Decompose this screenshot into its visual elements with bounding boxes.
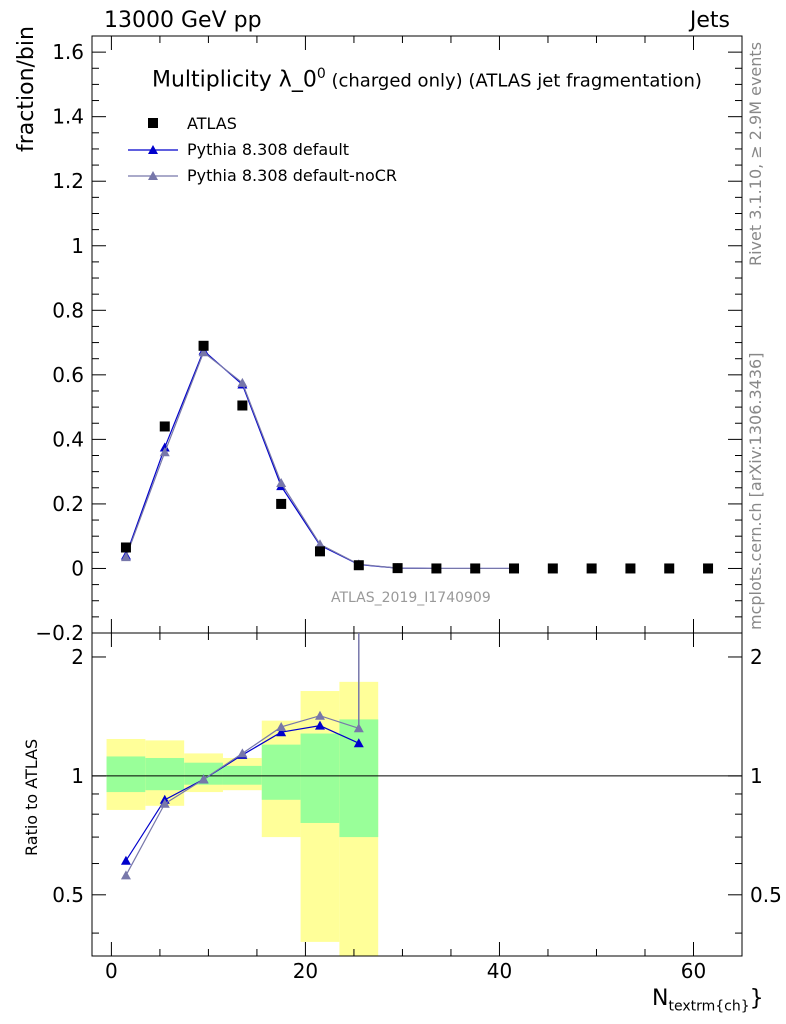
series-point xyxy=(159,442,170,452)
main-panel: −0.2 0 0.2 0.4 0.6 0.8 1 1.2 1.4 1.6 xyxy=(35,35,743,645)
series-point xyxy=(159,447,170,457)
data-point xyxy=(586,563,597,574)
data-point xyxy=(470,563,481,574)
mcplots-side-text: mcplots.cern.ch [arXiv:1306.3436] xyxy=(746,352,765,630)
x-axis-label-sub: textrm{ch} xyxy=(668,998,750,1015)
data-point xyxy=(664,563,675,574)
data-point xyxy=(625,563,636,574)
series-point xyxy=(314,539,325,549)
x-axis-label-tail: } xyxy=(749,986,764,1011)
analysis-watermark: ATLAS_2019_I1740909 xyxy=(331,590,491,606)
ratio-band-green xyxy=(222,765,262,785)
data-point xyxy=(159,421,170,432)
legend-marker-atlas xyxy=(148,118,158,128)
ratio-band-green xyxy=(184,762,223,785)
y-tick-label-ratio-right: 1 xyxy=(750,764,763,788)
series-point xyxy=(237,377,248,387)
data-point xyxy=(276,498,287,509)
x-tick-label: 60 xyxy=(681,959,706,983)
ratio-series-point xyxy=(159,798,170,808)
data-point xyxy=(353,560,364,571)
header-right: Jets xyxy=(689,8,730,33)
chart-title-main: Multiplicity λ_0 xyxy=(152,67,317,93)
y-tick-label-main: 0.8 xyxy=(52,298,84,322)
legend-label-1: Pythia 8.308 default xyxy=(187,140,350,159)
x-tick-label: 40 xyxy=(487,959,512,983)
ratio-series-point xyxy=(314,720,325,730)
y-tick-label-main: 1.2 xyxy=(52,169,84,193)
ratio-band-green xyxy=(106,756,146,793)
ratio-series-point xyxy=(198,774,209,784)
y-tick-label-main: 0.6 xyxy=(52,363,84,387)
data-point xyxy=(120,542,131,553)
ratio-series-point xyxy=(237,748,248,758)
rivet-side-text: Rivet 3.1.10, ≥ 2.9M events xyxy=(746,41,765,266)
ratio-series-point xyxy=(276,727,287,737)
series-point xyxy=(198,347,209,357)
ratio-series-point xyxy=(314,710,325,720)
ratio-series-point xyxy=(353,738,364,748)
data-point xyxy=(237,400,248,411)
legend-label-0: ATLAS xyxy=(187,114,237,133)
y-axis-label-main: fraction/bin xyxy=(14,26,39,152)
series-point xyxy=(276,477,287,487)
y-tick-label-main: −0.2 xyxy=(35,621,84,645)
data-point xyxy=(547,563,558,574)
ratio-band-green xyxy=(300,733,340,823)
ratio-series-point xyxy=(120,870,131,880)
ratio-frame xyxy=(91,632,743,957)
ratio-series-point xyxy=(120,855,131,865)
y-tick-label-ratio: 0.5 xyxy=(52,883,84,907)
x-tick-label: 20 xyxy=(293,959,318,983)
legend-marker-nocr xyxy=(148,171,158,180)
data-point xyxy=(509,563,520,574)
ratio-panel: 0 20 40 60 0.5 0.5 1 1 2 2 xyxy=(52,632,782,983)
y-tick-label-main: 0.2 xyxy=(52,492,84,516)
x-tick-label: 0 xyxy=(105,959,118,983)
series-line xyxy=(125,349,515,570)
ratio-series-point xyxy=(276,721,287,731)
header-left: 13000 GeV pp xyxy=(104,8,262,33)
y-axis-label-ratio: Ratio to ATLAS xyxy=(22,738,41,856)
ratio-band-green xyxy=(145,757,185,791)
y-tick-label-ratio: 1 xyxy=(71,764,84,788)
data-point xyxy=(431,563,442,574)
data-point xyxy=(198,340,209,351)
y-tick-label-ratio-right: 2 xyxy=(750,645,763,669)
x-axis-label-main: N xyxy=(652,986,669,1011)
y-tick-label-main: 1 xyxy=(71,234,84,258)
y-tick-label-ratio: 2 xyxy=(71,645,84,669)
y-tick-label-main: 1.4 xyxy=(52,105,84,129)
y-tick-label-main: 1.6 xyxy=(52,40,84,64)
legend-label-2: Pythia 8.308 default-noCR xyxy=(187,166,398,185)
series-point xyxy=(120,552,131,562)
ratio-band-green xyxy=(261,744,301,800)
data-point xyxy=(314,546,325,557)
y-tick-label-main: 0 xyxy=(71,556,84,580)
y-tick-label-ratio-right: 0.5 xyxy=(750,883,782,907)
chart-title-sup: 0 xyxy=(316,66,326,82)
x-axis-label: Ntextrm{ch}} xyxy=(652,986,764,1014)
data-point xyxy=(392,563,403,574)
chart-title-rest: (charged only) (ATLAS jet fragmentation) xyxy=(325,70,702,92)
y-tick-label-main: 0.4 xyxy=(52,427,84,451)
series-line xyxy=(125,351,515,570)
chart-title: Multiplicity λ_00 (charged only) (ATLAS … xyxy=(152,66,702,92)
legend-marker-default xyxy=(148,145,158,154)
data-point xyxy=(703,563,714,574)
